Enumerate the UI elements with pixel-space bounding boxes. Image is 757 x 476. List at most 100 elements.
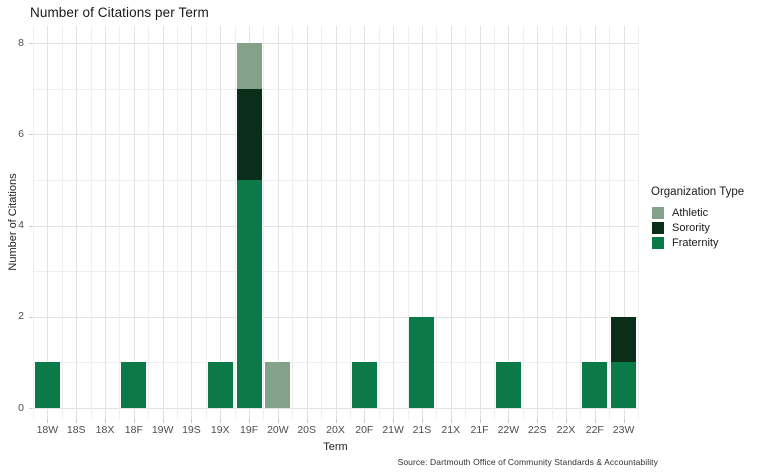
minor-gridline [205, 26, 207, 419]
minor-gridline [465, 26, 467, 419]
x-tick [220, 419, 222, 423]
x-tick-label: 19S [182, 424, 201, 436]
major-gridline [364, 26, 366, 419]
x-tick [594, 419, 596, 423]
major-gridline [306, 26, 308, 419]
bar-segment-fraternity [611, 362, 637, 408]
bar-segment-fraternity [121, 362, 147, 408]
x-tick-label: 21S [412, 424, 432, 436]
major-gridline [162, 26, 164, 419]
legend-item-athletic: Athletic [651, 205, 757, 220]
sorority-swatch-icon [652, 221, 664, 234]
bar-segment-fraternity [495, 362, 521, 408]
bar-segment-fraternity [207, 362, 233, 408]
x-tick-label: 23W [612, 424, 635, 436]
x-tick [537, 419, 539, 423]
legend-label: Sorority [672, 221, 710, 234]
bar-segment-fraternity [34, 362, 60, 408]
minor-gridline [407, 26, 409, 419]
legend-item-sorority: Sorority [651, 220, 757, 235]
x-tick-label: 20X [326, 424, 345, 436]
minor-gridline [148, 26, 150, 419]
y-tick [29, 134, 33, 136]
y-tick [29, 43, 33, 44]
x-tick [508, 419, 510, 423]
major-gridline [335, 26, 337, 419]
x-tick-label: 20S [297, 424, 317, 436]
x-tick-label: 21F [470, 424, 489, 436]
x-tick [565, 419, 567, 423]
x-tick-label: 18S [66, 424, 86, 436]
minor-gridline [292, 26, 294, 419]
minor-gridline [321, 26, 323, 419]
major-gridline [537, 26, 539, 419]
legend-item-fraternity: Fraternity [651, 235, 757, 250]
x-tick-label: 18X [95, 424, 115, 436]
x-tick [191, 419, 193, 423]
plot-panel [33, 26, 639, 419]
minor-gridline [436, 26, 438, 419]
athletic-swatch-icon [652, 206, 664, 219]
x-tick-label: 20F [355, 424, 374, 436]
legend: Organization Type Athletic Sorority Frat… [651, 186, 757, 250]
bar-segment-fraternity [409, 316, 435, 408]
minor-gridline [61, 26, 63, 419]
bar-segment-sorority [236, 88, 262, 180]
minor-gridline [119, 26, 121, 419]
minor-gridline [551, 26, 553, 419]
legend-title: Organization Type [651, 186, 745, 198]
minor-gridline [609, 26, 611, 419]
major-gridline [47, 26, 49, 419]
y-tick [29, 225, 33, 227]
bar-segment-athletic [265, 362, 291, 408]
x-tick-label: 21W [382, 424, 404, 436]
x-tick [450, 419, 452, 423]
major-gridline [105, 26, 107, 419]
bar-segment-sorority [611, 316, 637, 363]
x-tick [623, 419, 625, 423]
major-gridline [594, 26, 596, 419]
x-tick-label: 22X [556, 424, 576, 436]
x-tick-label: 19W [151, 424, 174, 436]
y-tick-label: 4 [18, 219, 24, 231]
x-tick-label: 22S [527, 424, 547, 436]
x-tick-label: 18W [36, 424, 59, 436]
bar-segment-fraternity [236, 179, 262, 408]
major-gridline [565, 26, 567, 419]
minor-gridline [349, 26, 351, 419]
x-tick-label: 22W [497, 424, 520, 436]
x-tick [393, 419, 395, 423]
legend-label: Athletic [672, 206, 709, 219]
major-gridline [623, 26, 625, 419]
legend-label: Fraternity [672, 236, 719, 249]
x-tick [47, 419, 49, 423]
fraternity-swatch-icon [652, 236, 664, 249]
minor-gridline [90, 26, 92, 419]
bar-segment-fraternity [351, 362, 377, 408]
minor-gridline [493, 26, 495, 419]
y-tick-label: 8 [18, 36, 24, 49]
x-tick [277, 419, 279, 423]
major-gridline [479, 26, 481, 419]
minor-gridline [580, 26, 582, 419]
minor-gridline [638, 26, 639, 419]
x-tick-label: 19X [210, 424, 230, 436]
major-gridline [508, 26, 510, 419]
minor-gridline [263, 26, 265, 419]
x-tick-label: 21X [441, 424, 461, 436]
x-tick [249, 419, 251, 423]
source-caption: Source: Dartmouth Office of Community St… [397, 457, 658, 467]
major-gridline [220, 26, 222, 419]
x-tick [364, 419, 366, 423]
y-tick-label: 2 [18, 310, 24, 323]
x-tick [479, 419, 481, 423]
y-tick-label: 6 [18, 127, 24, 140]
x-axis-title: Term [323, 441, 348, 453]
chart-title: Number of Citations per Term [30, 5, 209, 20]
minor-gridline [33, 26, 34, 419]
bar-segment-athletic [236, 43, 262, 89]
x-tick [162, 419, 164, 423]
minor-gridline [177, 26, 179, 419]
x-tick [306, 419, 308, 423]
